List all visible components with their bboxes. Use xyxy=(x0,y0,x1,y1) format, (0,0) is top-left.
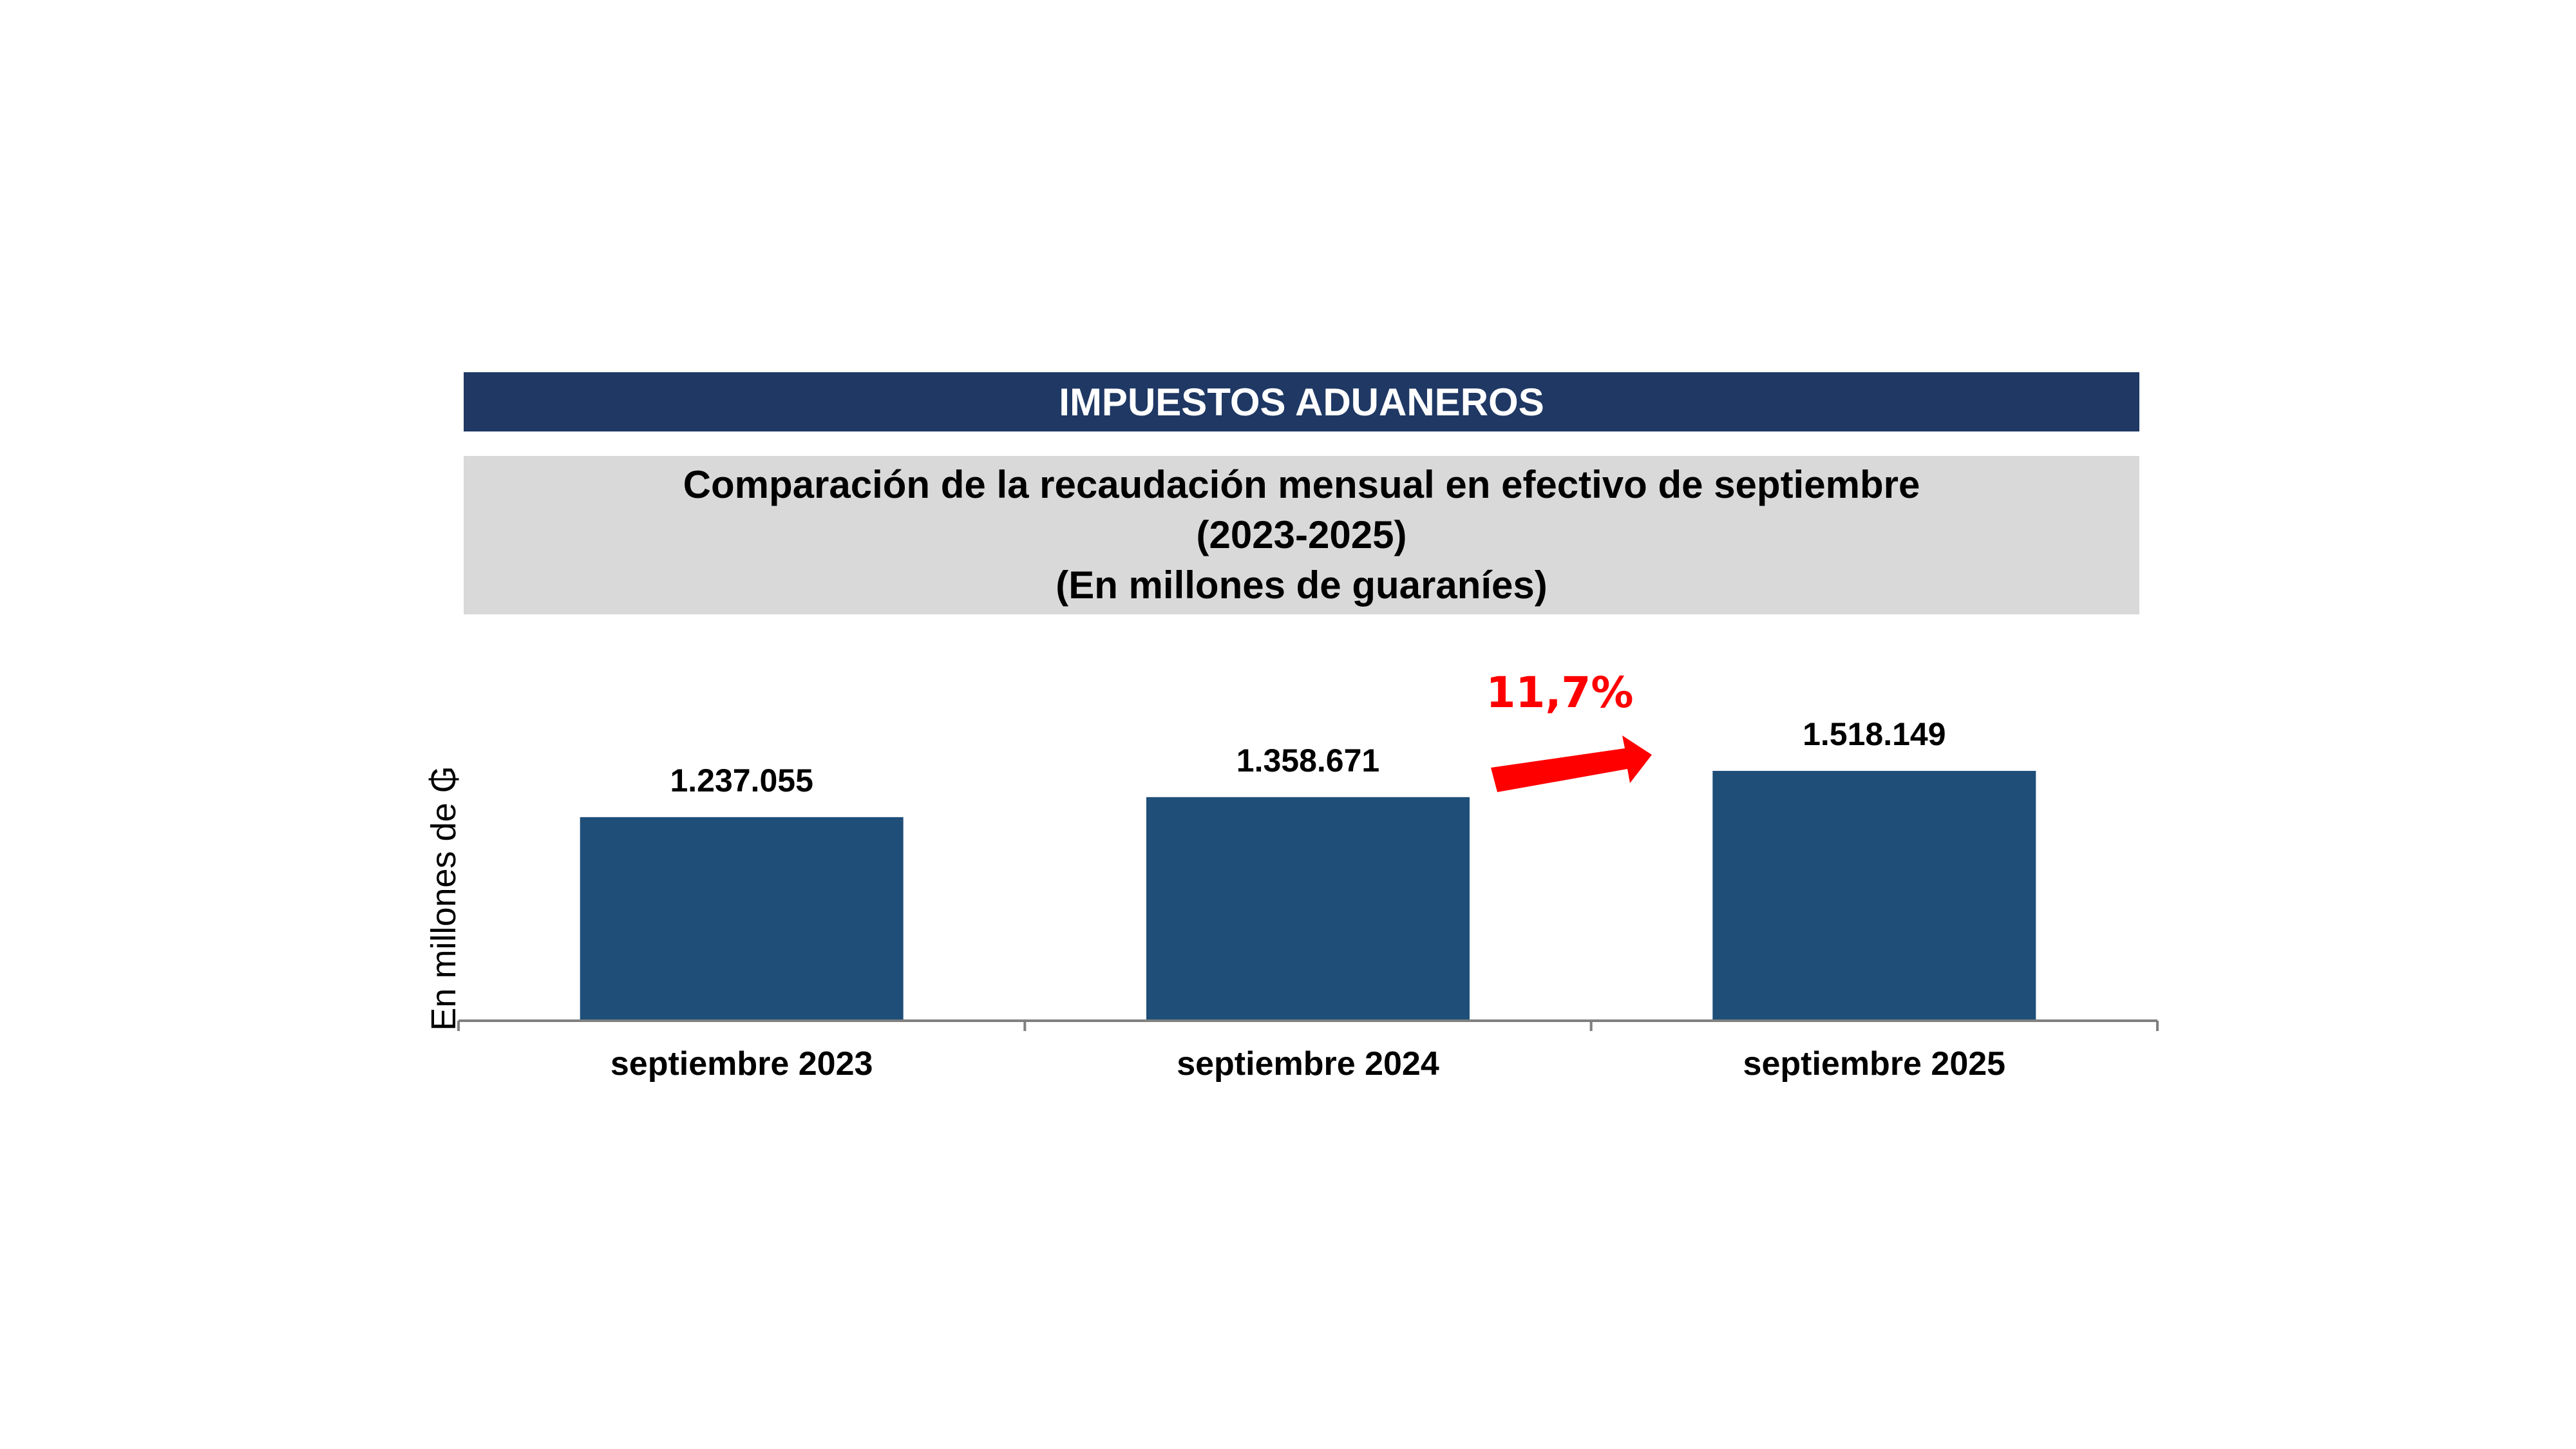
category-labels: septiembre 2023 septiembre 2024 septiembre… xyxy=(611,1045,2005,1083)
y-axis-label: En millones de ₲ xyxy=(424,766,463,1030)
banner-title: IMPUESTOS ADUANEROS xyxy=(1059,380,1544,424)
x-tick-label: septiembre 2024 xyxy=(1177,1045,1439,1083)
data-label: 1.358.671 xyxy=(1236,743,1379,779)
value-labels: 1.237.055 1.358.671 1.518.149 xyxy=(670,716,1946,799)
growth-percentage: 11,7% xyxy=(1486,668,1634,717)
bar xyxy=(580,817,904,1021)
growth-arrow-icon xyxy=(1491,735,1652,792)
bar xyxy=(1712,771,2036,1021)
chart-title-box: Comparación de la recaudación mensual en… xyxy=(464,456,2139,614)
chart-title-line-3: (En millones de guaraníes) xyxy=(1056,564,1548,607)
x-axis xyxy=(457,1019,2159,1031)
chart-title-line-1: Comparación de la recaudación mensual en… xyxy=(683,463,1920,506)
x-tick-label: septiembre 2023 xyxy=(611,1045,873,1083)
section-banner: IMPUESTOS ADUANEROS xyxy=(464,372,2139,431)
chart-title-line-2: (2023-2025) xyxy=(1196,513,1407,556)
growth-annotation: 11,7% xyxy=(1486,668,1652,792)
bar-series xyxy=(580,771,2036,1021)
data-label: 1.237.055 xyxy=(670,762,813,799)
x-tick-label: septiembre 2025 xyxy=(1743,1045,2006,1083)
bar xyxy=(1146,797,1470,1021)
data-label: 1.518.149 xyxy=(1803,716,1946,752)
